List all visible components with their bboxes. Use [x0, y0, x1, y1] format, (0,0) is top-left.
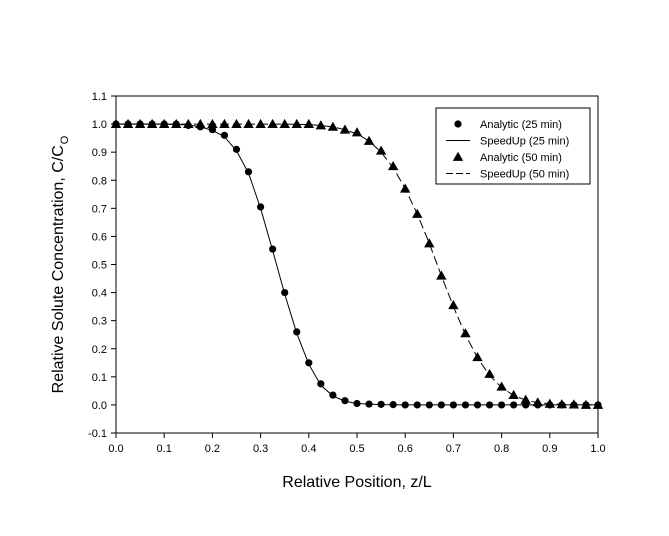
legend-symbol [454, 120, 462, 128]
series-layer [110, 118, 604, 409]
data-point [243, 118, 254, 128]
x-tick-label: 0.9 [542, 443, 557, 455]
legend-label: SpeedUp (50 min) [480, 169, 569, 181]
data-point [472, 351, 483, 362]
x-tick-label: 0.1 [157, 443, 172, 455]
legend-entry: SpeedUp (25 min) [446, 136, 569, 148]
data-point [387, 161, 399, 171]
legend-label: SpeedUp (25 min) [480, 136, 569, 148]
data-point [329, 391, 337, 399]
data-point [484, 368, 495, 378]
data-point [303, 118, 314, 128]
data-point [232, 145, 241, 153]
data-point [363, 135, 375, 145]
data-point [146, 118, 158, 128]
data-point [327, 121, 339, 131]
y-tick-label: 0.0 [92, 400, 107, 412]
legend-box [435, 107, 591, 185]
legend-entry: Analytic (50 min) [452, 151, 562, 164]
data-point [592, 399, 604, 409]
y-tick-label: 0.4 [92, 288, 107, 300]
data-point [448, 300, 459, 310]
data-point [339, 124, 351, 134]
y-tick-label: 0.3 [92, 316, 107, 328]
series-4 [116, 123, 599, 406]
data-point [195, 118, 206, 128]
x-tick-label: 0.5 [349, 443, 364, 455]
series-3 [110, 118, 604, 409]
data-point [544, 398, 555, 408]
y-tick-label: 1.0 [92, 119, 107, 131]
x-tick-label: 0.2 [205, 443, 220, 455]
data-point [122, 118, 134, 128]
data-point [496, 381, 507, 391]
data-point [351, 127, 363, 137]
x-tick-label: 0.7 [446, 443, 461, 455]
data-point [171, 118, 182, 128]
y-tick-label: 0.8 [92, 175, 107, 187]
y-axis: -0.1 0.0 0.1 0.2 0.3 0.4 0.5 0.6 0.7 0.8 0.9 1.0 1.1 [88, 91, 116, 440]
data-point [220, 131, 229, 139]
legend-label: Analytic (50 min) [480, 152, 562, 164]
data-point [207, 118, 218, 128]
data-point [134, 118, 146, 128]
legend-label: Analytic (25 min) [480, 119, 562, 131]
y-axis-title: Relative Solute Concentration, C/CO [50, 135, 71, 393]
data-point [580, 399, 592, 409]
y-tick-label: 0.1 [92, 372, 107, 384]
data-point [568, 399, 580, 409]
x-tick-label: 0.0 [108, 443, 123, 455]
data-point [315, 120, 327, 130]
x-axis-title: Relative Position, z/L [282, 474, 432, 491]
y-axis-title-subscript: O [59, 135, 71, 144]
x-tick-label: 0.3 [253, 443, 268, 455]
x-tick-label: 0.8 [494, 443, 509, 455]
data-point [159, 118, 170, 128]
data-point [508, 389, 519, 399]
legend-symbol [452, 151, 464, 161]
data-point [556, 399, 568, 409]
y-tick-label: 1.1 [92, 91, 107, 103]
data-point [219, 118, 230, 128]
data-point [255, 118, 266, 128]
y-tick-label: 0.5 [92, 260, 107, 272]
x-tick-label: 0.6 [398, 443, 413, 455]
data-point [424, 238, 435, 248]
y-tick-label: 0.7 [92, 203, 107, 215]
data-point [341, 397, 349, 405]
data-point [183, 118, 194, 128]
legend-entry: Analytic (25 min) [454, 119, 562, 131]
y-axis-title-main: Relative Solute Concentration, C/C [50, 145, 67, 393]
y-tick-label: 0.6 [92, 231, 107, 243]
y-tick-label: 0.2 [92, 344, 107, 356]
x-tick-label: 0.4 [301, 443, 316, 455]
series-line [116, 123, 599, 406]
x-axis: 0.0 0.1 0.2 0.3 0.4 0.5 0.6 0.7 0.8 0.9 1.0 [108, 433, 606, 455]
data-point [305, 359, 313, 367]
data-point [110, 118, 122, 128]
data-point [267, 118, 278, 128]
data-point [291, 118, 302, 128]
data-point [231, 118, 242, 128]
data-point [520, 394, 531, 404]
data-point [375, 145, 387, 155]
x-tick-label: 1.0 [590, 443, 605, 455]
y-tick-label: 0.9 [92, 147, 107, 159]
legend-entry: SpeedUp (50 min) [446, 169, 569, 181]
y-tick-label: -0.1 [88, 428, 107, 440]
data-point [532, 397, 543, 407]
legend: Analytic (25 min) SpeedUp (25 min) Analyti… [435, 107, 591, 185]
data-point [279, 118, 290, 128]
data-point [460, 328, 471, 338]
